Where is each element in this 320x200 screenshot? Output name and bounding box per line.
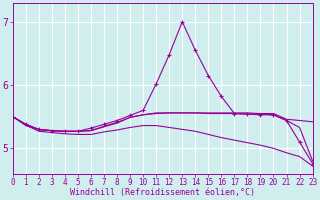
X-axis label: Windchill (Refroidissement éolien,°C): Windchill (Refroidissement éolien,°C) (70, 188, 255, 197)
